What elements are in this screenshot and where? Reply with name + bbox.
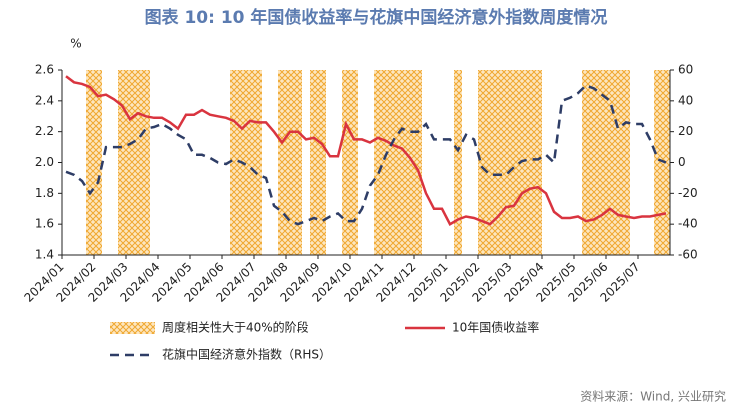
highlight-band — [454, 70, 462, 255]
highlight-band — [494, 70, 502, 255]
legend-label: 10年国债收益率 — [452, 320, 539, 335]
line — [65, 75, 667, 226]
highlight-band — [382, 70, 390, 255]
highlight-band — [94, 70, 102, 255]
legend-swatch — [110, 322, 155, 334]
highlight-band — [590, 70, 598, 255]
highlight-band — [622, 70, 630, 255]
highlight-band — [294, 70, 302, 255]
y2-tick-label: 0 — [678, 155, 686, 169]
legend-label: 花旗中国经济意外指数（RHS） — [162, 347, 331, 362]
highlight-band — [118, 70, 126, 255]
highlight-band — [478, 70, 486, 255]
y-tick-label: 1.6 — [35, 217, 54, 231]
highlight-band — [246, 70, 254, 255]
highlight-band — [598, 70, 606, 255]
highlight-band — [142, 70, 150, 255]
highlight-band — [310, 70, 318, 255]
y2-tick-label: 40 — [678, 93, 693, 107]
highlight-band — [126, 70, 134, 255]
y-tick-label: 1.8 — [35, 186, 54, 200]
highlight-band — [502, 70, 510, 255]
highlight-band — [510, 70, 518, 255]
highlight-band — [286, 70, 294, 255]
highlight-band — [342, 70, 350, 255]
y2-tick-label: -60 — [678, 248, 698, 262]
highlight-band — [254, 70, 262, 255]
highlight-band — [486, 70, 494, 255]
highlight-band — [534, 70, 542, 255]
y2-tick-label: 20 — [678, 124, 693, 138]
highlight-band — [350, 70, 358, 255]
chart-title: 图表 10: 10 年国债收益率与花旗中国经济意外指数周度情况 — [145, 7, 608, 28]
y2-tick-label: -20 — [678, 186, 698, 200]
y-tick-label: 2.0 — [35, 155, 54, 169]
highlight-band — [390, 70, 398, 255]
highlight-band — [134, 70, 142, 255]
highlight-band — [318, 70, 326, 255]
highlight-band — [606, 70, 614, 255]
y-tick-label: 2.2 — [35, 124, 54, 138]
dashed-line — [65, 83, 667, 226]
source-note: 资料来源：Wind, 兴业研究 — [580, 389, 726, 404]
y2-tick-label: -40 — [678, 217, 698, 231]
legend-label: 周度相关性大于40%的阶段 — [162, 320, 309, 335]
highlight-band — [278, 70, 286, 255]
highlight-band — [406, 70, 414, 255]
highlight-band — [614, 70, 622, 255]
highlight-band — [86, 70, 94, 255]
highlight-band — [414, 70, 422, 255]
y-tick-label: 2.4 — [35, 93, 54, 107]
y-tick-label: 1.4 — [35, 248, 54, 262]
highlight-band — [654, 70, 662, 255]
highlight-band — [230, 70, 238, 255]
highlight-band — [582, 70, 590, 255]
y-tick-label: 2.6 — [35, 63, 54, 77]
highlight-band — [398, 70, 406, 255]
highlight-band — [374, 70, 382, 255]
y2-tick-label: 60 — [678, 63, 693, 77]
y-axis-unit: % — [70, 37, 81, 51]
highlight-band — [526, 70, 534, 255]
